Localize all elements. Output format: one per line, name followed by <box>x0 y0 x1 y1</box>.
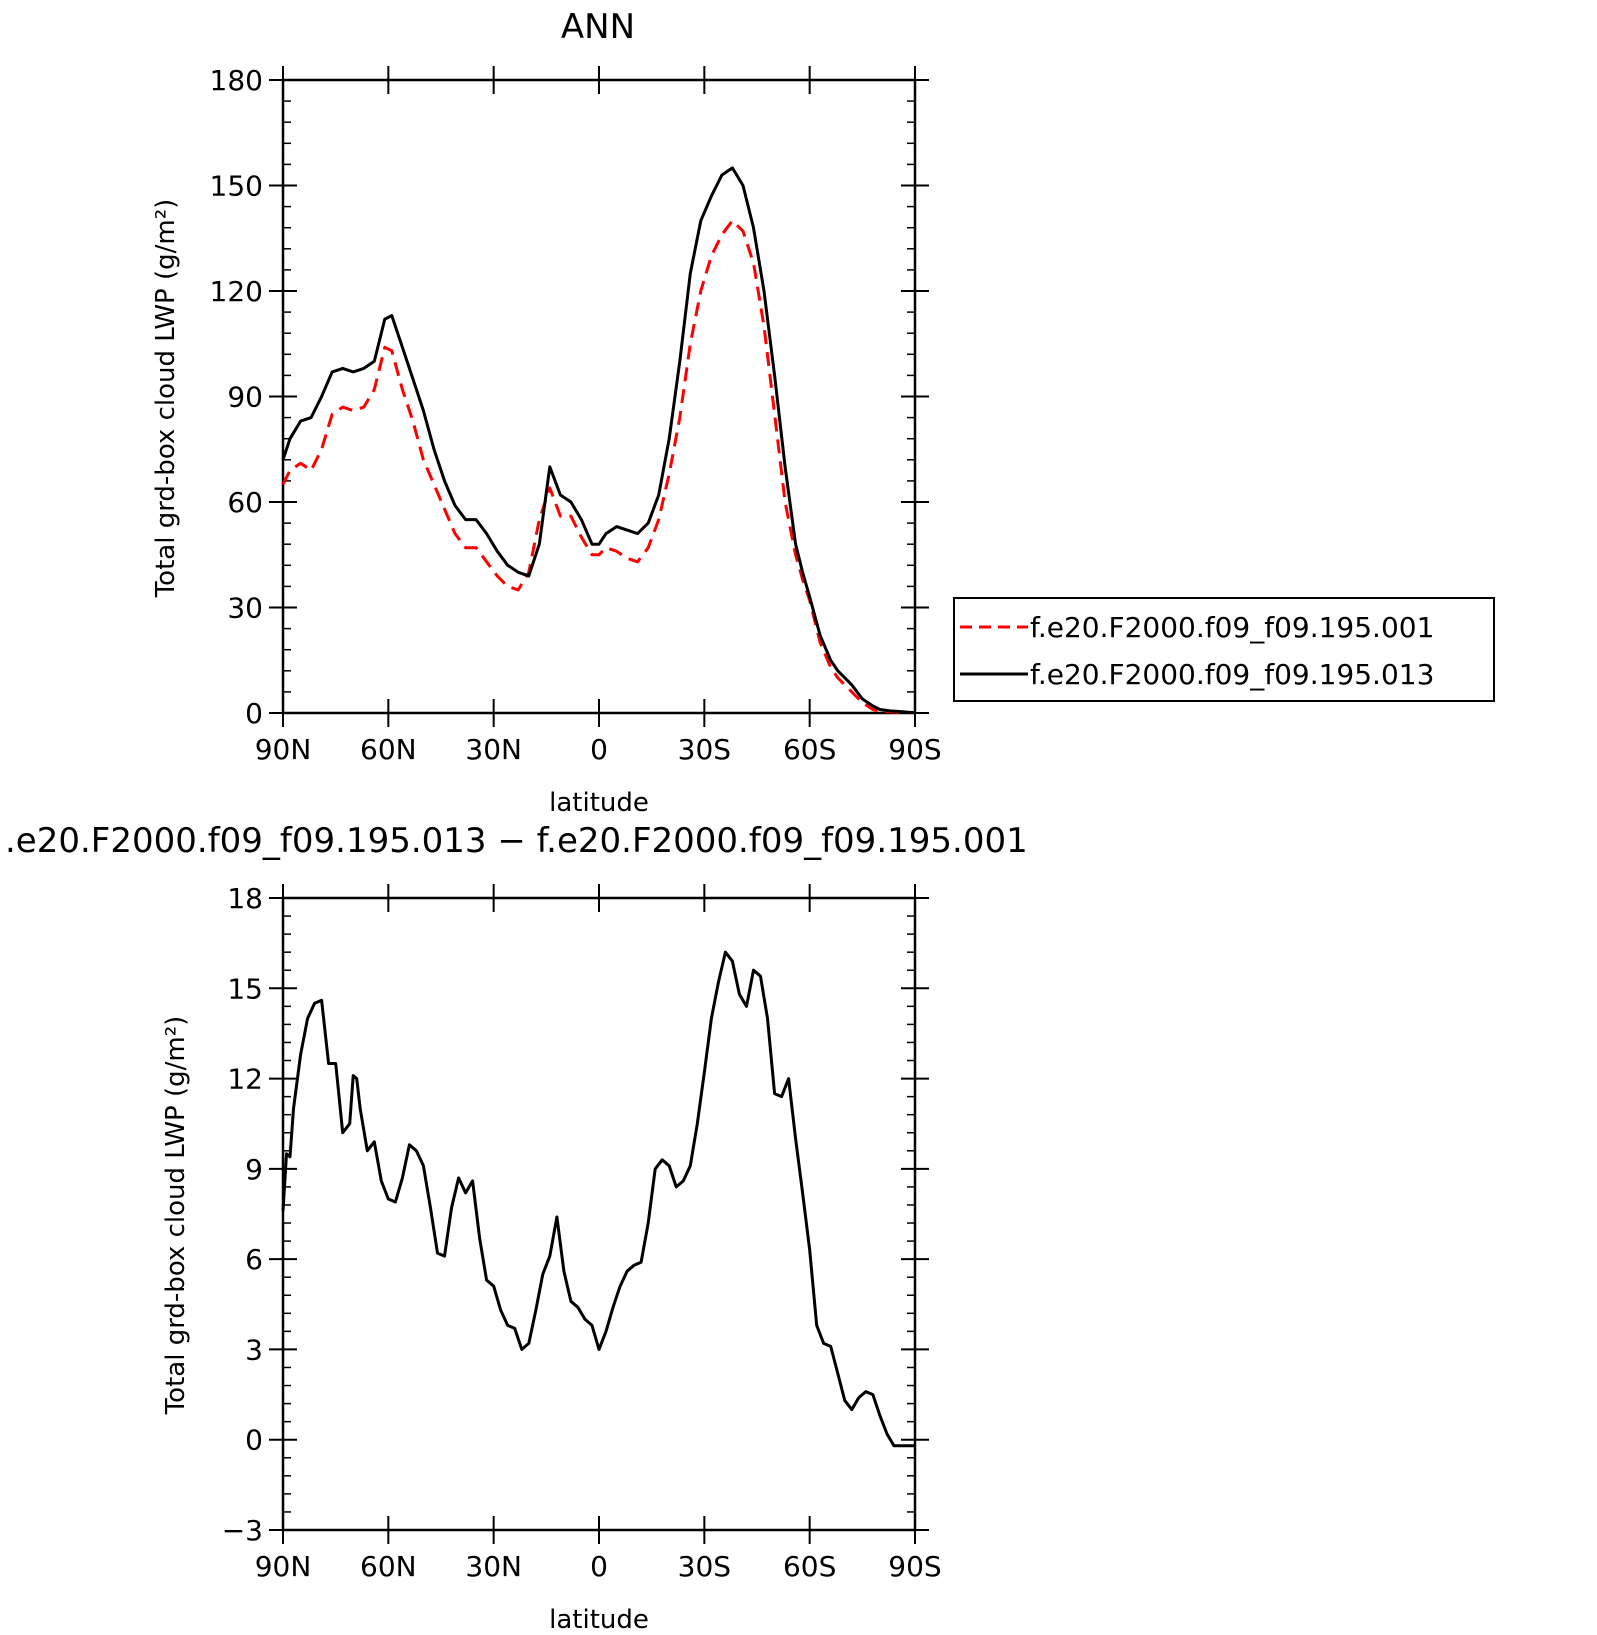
x-tick-label: 90S <box>888 1550 941 1583</box>
x-tick-label: 30S <box>678 1550 731 1583</box>
x-tick-label: 30N <box>465 733 522 766</box>
legend-item-1: f.e20.F2000.f09_f09.195.001 <box>960 611 1434 644</box>
top-chart: ANN 0 30 60 90 120 150 180 90N 60N 30N 0 30S 60S 90S… <box>151 7 1495 818</box>
y-tick-label: 30 <box>227 592 263 625</box>
y-tick-label: 0 <box>245 1424 263 1457</box>
x-tick-label: 60N <box>360 1550 417 1583</box>
y-tick-label: 18 <box>227 882 263 915</box>
y-tick-label: 90 <box>227 381 263 414</box>
x-tick-label: 90N <box>255 733 312 766</box>
x-tick-label: 60N <box>360 733 417 766</box>
top-x-ticks: 90N 60N 30N 0 30S 60S 90S <box>255 66 942 766</box>
legend-label-2: f.e20.F2000.f09_f09.195.013 <box>1030 658 1434 691</box>
top-series <box>281 166 916 715</box>
x-tick-label: 60S <box>783 1550 836 1583</box>
x-tick-label: 90S <box>888 733 941 766</box>
bottom-series <box>281 950 915 1448</box>
y-tick-label: 180 <box>210 64 263 97</box>
y-tick-label: 0 <box>245 697 263 730</box>
y-tick-label: 12 <box>227 1063 263 1096</box>
legend-item-2: f.e20.F2000.f09_f09.195.013 <box>960 658 1434 691</box>
y-tick-label: 9 <box>245 1153 263 1186</box>
y-tick-label: −3 <box>222 1514 263 1547</box>
x-tick-label: 30S <box>678 733 731 766</box>
series-line-1 <box>281 950 915 1448</box>
top-x-axis-label: latitude <box>549 788 649 818</box>
bottom-y-ticks: −3 0 3 6 9 12 15 18 <box>222 882 929 1547</box>
x-tick-label: 0 <box>590 1550 608 1583</box>
legend: f.e20.F2000.f09_f09.195.001 f.e20.F2000.… <box>953 597 1495 702</box>
x-tick-label: 0 <box>590 733 608 766</box>
bottom-plot-frame <box>281 896 917 1532</box>
y-tick-label: 150 <box>210 170 263 203</box>
x-tick-label: 30N <box>465 1550 522 1583</box>
top-chart-title: ANN <box>561 7 635 47</box>
legend-box <box>953 597 1495 702</box>
y-tick-label: 60 <box>227 486 263 519</box>
top-y-ticks: 0 30 60 90 120 150 180 <box>210 64 929 730</box>
x-tick-label: 90N <box>255 1550 312 1583</box>
bottom-chart: .e20.F2000.f09_f09.195.013 − f.e20.F2000… <box>5 821 1028 1635</box>
y-tick-label: 15 <box>227 972 263 1005</box>
top-y-axis-label: Total grd-box cloud LWP (g/m²) <box>151 199 181 599</box>
legend-label-1: f.e20.F2000.f09_f09.195.001 <box>1030 611 1434 644</box>
x-tick-label: 60S <box>783 733 836 766</box>
top-plot-frame <box>281 78 917 715</box>
y-tick-label: 3 <box>245 1333 263 1366</box>
y-tick-label: 6 <box>245 1243 263 1276</box>
bottom-chart-title: .e20.F2000.f09_f09.195.013 − f.e20.F2000… <box>5 821 1028 861</box>
y-tick-label: 120 <box>210 275 263 308</box>
bottom-y-axis-label: Total grd-box cloud LWP (g/m²) <box>161 1016 191 1416</box>
bottom-x-axis-label: latitude <box>549 1605 649 1635</box>
series-line-1 <box>281 219 915 715</box>
bottom-x-ticks: 90N 60N 30N 0 30S 60S 90S <box>255 884 942 1583</box>
series-line-2 <box>281 166 916 715</box>
